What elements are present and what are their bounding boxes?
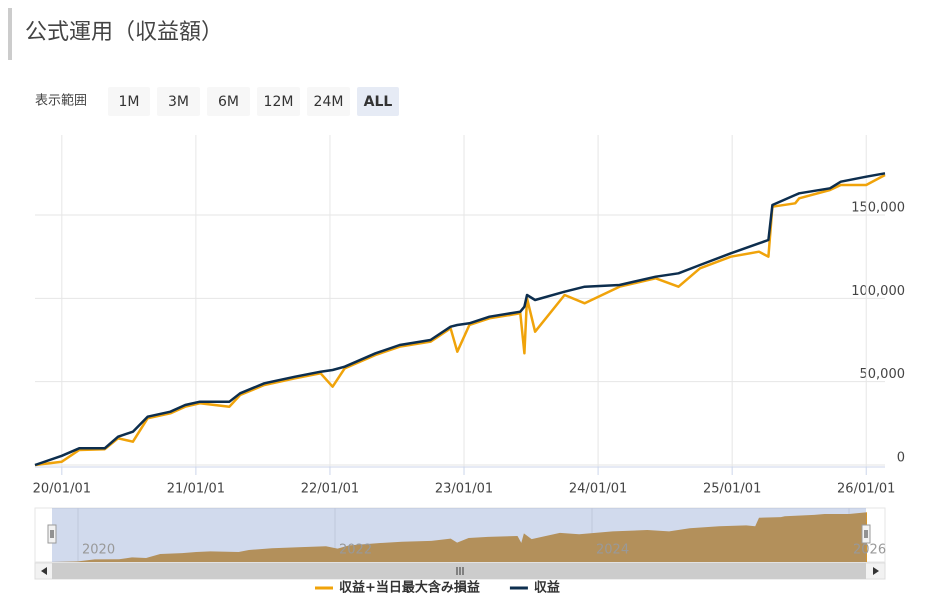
- range-button[interactable]: [157, 87, 200, 116]
- range-label: 表示範囲: [35, 94, 87, 109]
- series-line: [34, 172, 886, 467]
- title-bar: [8, 8, 12, 60]
- range-buttons: 1M 3M 6M 12M 24M ALL: [108, 87, 399, 116]
- scrollbar-thumb[interactable]: [52, 563, 866, 579]
- x-tick-label: 21/01/01: [167, 482, 225, 497]
- navigator-tick-label: 2020: [82, 543, 115, 558]
- x-tick-label: 20/01/01: [33, 482, 91, 497]
- range-button-label[interactable]: 1M: [119, 94, 140, 110]
- navigator-tick-label: 2026: [853, 543, 886, 558]
- x-tick-label: 22/01/01: [301, 482, 359, 497]
- x-tick-label: 26/01/01: [837, 482, 895, 497]
- navigator-selection: [52, 508, 866, 562]
- legend-label[interactable]: 収益: [534, 580, 560, 596]
- navigator-tick-label: 2022: [339, 543, 372, 558]
- y-tick-label: 100,000: [851, 284, 905, 299]
- navigator-tick-label: 2024: [596, 543, 629, 558]
- y-tick-label: 150,000: [851, 201, 905, 216]
- y-tick-label: 50,000: [860, 367, 906, 382]
- x-tick-label: 23/01/01: [435, 482, 493, 497]
- series-line: [34, 173, 886, 467]
- range-button-label[interactable]: 3M: [168, 94, 189, 110]
- range-button[interactable]: [307, 87, 350, 116]
- range-button[interactable]: [207, 87, 250, 116]
- legend: 収益+当日最大含み損益 収益: [315, 580, 560, 596]
- plot: 0 50,000 100,000 150,000 20/01/01 21/01/01 22/…: [33, 135, 905, 497]
- navigator-area: [52, 512, 868, 562]
- range-button[interactable]: [108, 87, 150, 116]
- x-tick-label: 24/01/01: [569, 482, 627, 497]
- scroll-left[interactable]: [41, 567, 47, 575]
- navigator-handle[interactable]: [47, 524, 57, 544]
- legend-label[interactable]: 収益+当日最大含み損益: [339, 580, 480, 596]
- range-button[interactable]: [357, 87, 399, 116]
- range-button-label[interactable]: ALL: [364, 94, 393, 110]
- navigator-handle[interactable]: [861, 524, 871, 544]
- y-tick-label: 0: [897, 451, 905, 466]
- range-button-label[interactable]: 12M: [264, 94, 294, 110]
- range-button-label[interactable]: 6M: [218, 94, 239, 110]
- range-button[interactable]: [257, 87, 300, 116]
- range-button-label[interactable]: 24M: [314, 94, 344, 110]
- navigator: 2020 2022 2024 2026: [34, 507, 886, 580]
- x-tick-label: 25/01/01: [703, 482, 761, 497]
- scroll-right[interactable]: [873, 567, 879, 575]
- page-title: 公式運用（収益額）: [25, 20, 223, 45]
